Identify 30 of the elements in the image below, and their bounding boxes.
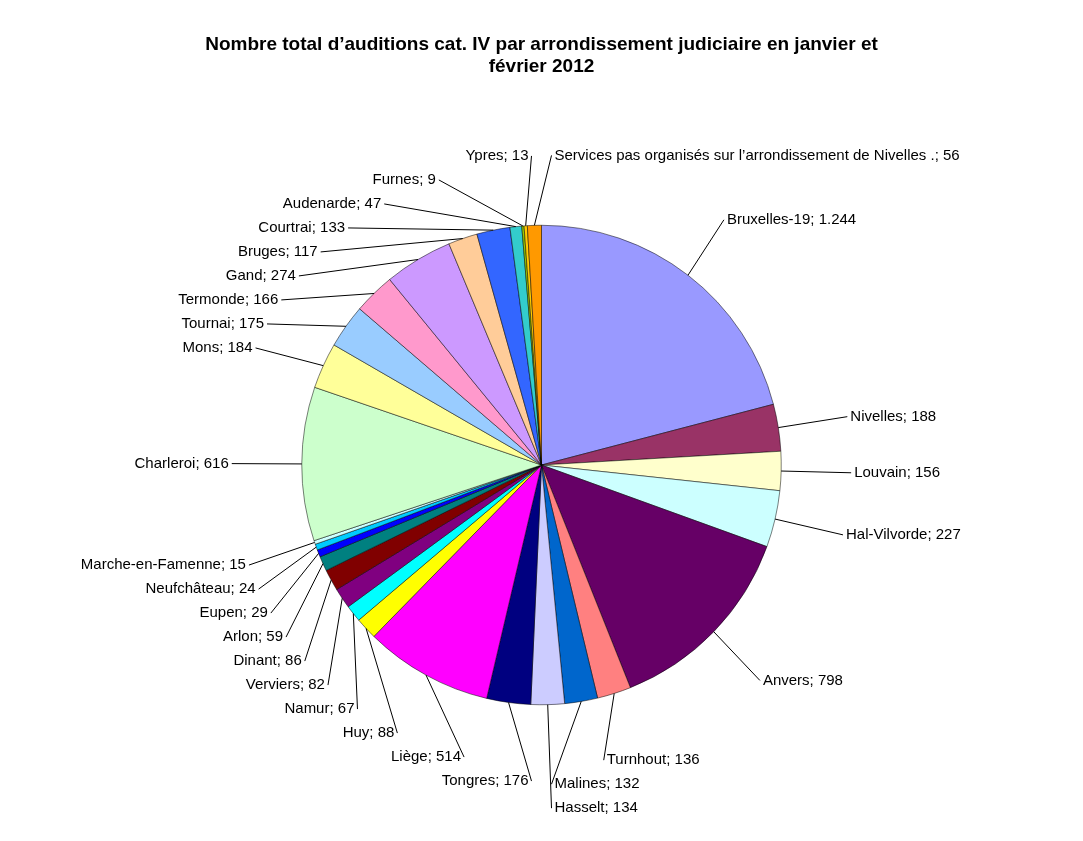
slice-label: Dinant; 86 — [233, 651, 302, 669]
slice-label: Huy; 88 — [342, 723, 395, 741]
slice-label: Malines; 132 — [554, 774, 640, 792]
slice-label: Gand; 274 — [225, 266, 296, 284]
slice-label: Audenarde; 47 — [282, 194, 382, 212]
slice-label: Verviers; 82 — [245, 675, 325, 693]
slice-label: Ypres; 13 — [465, 146, 529, 164]
slice-label: Nivelles; 188 — [850, 406, 937, 424]
slice-label: Neufchâteau; 24 — [145, 579, 256, 597]
slice-label: Courtrai; 133 — [258, 218, 346, 236]
slice-label: Anvers; 798 — [762, 670, 843, 688]
chart-title: Nombre total d’auditions cat. IV par arrondissement judiciaire en janvier et février 2012 — [205, 33, 879, 77]
slice-label: Arlon; 59 — [223, 627, 284, 645]
slice-label: Hal-Vilvorde; 227 — [846, 525, 961, 542]
slice-label: Charleroi; 616 — [134, 453, 229, 471]
slice-label: Turnhout; 136 — [606, 750, 700, 768]
slice-label: Namur; 67 — [284, 699, 355, 717]
slice-label: Mons; 184 — [182, 338, 253, 356]
slice-label: Liège; 514 — [390, 747, 462, 765]
slice-label: Tongres; 176 — [441, 771, 529, 789]
slice-label: Louvain; 156 — [854, 462, 941, 480]
slice-label: Termonde; 166 — [178, 290, 279, 308]
slice-label: Bruges; 117 — [237, 242, 318, 260]
slice-label: Tournai; 175 — [181, 314, 265, 332]
slice-label: Bruxelles-19; 1.244 — [726, 209, 857, 227]
slice-label: Services pas organisés sur l’arrondissement de Nivelles .; 56 — [554, 145, 960, 163]
slice-label: Hasselt; 134 — [554, 798, 638, 816]
slice-label: Eupen; 29 — [199, 603, 268, 621]
slice-label: Marche-en-Famenne; 15 — [80, 555, 246, 573]
slice-label: Furnes; 9 — [372, 170, 436, 188]
